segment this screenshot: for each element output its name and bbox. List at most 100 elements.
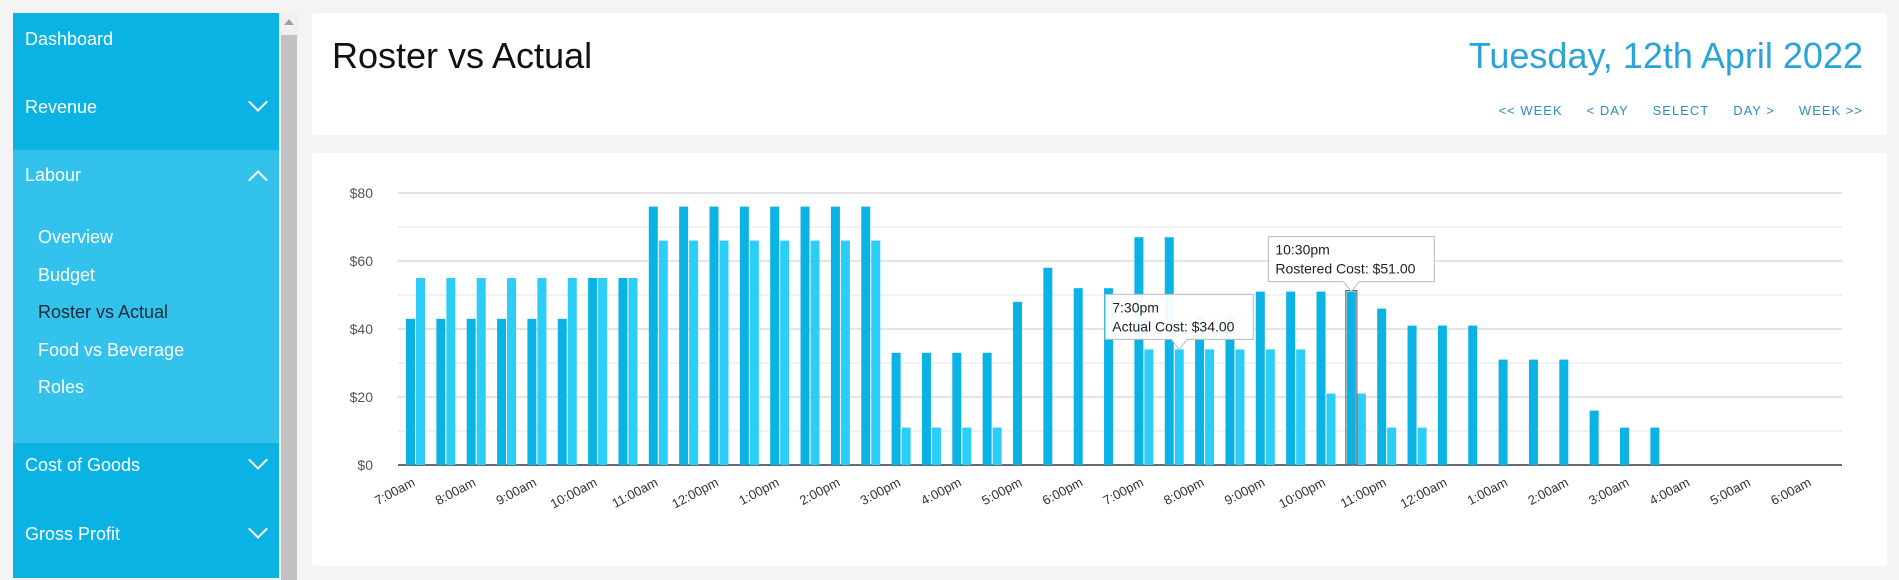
rostered-bar bbox=[891, 352, 901, 465]
actual-bar bbox=[598, 278, 608, 465]
rostered-bar bbox=[1134, 237, 1144, 465]
nav-dashboard-label: Dashboard bbox=[25, 29, 114, 49]
rostered-bar bbox=[618, 278, 628, 465]
actual-bar bbox=[719, 240, 729, 465]
tooltip-time: 10:30pm bbox=[1275, 242, 1329, 258]
actual-bar bbox=[1417, 427, 1427, 465]
nav-cost-of-goods[interactable]: Cost of Goods bbox=[13, 450, 279, 485]
actual-bar bbox=[931, 427, 941, 465]
x-tick-label: 11:00am bbox=[609, 474, 660, 511]
rostered-bar bbox=[1407, 325, 1417, 465]
x-tick-label: 1:00pm bbox=[736, 474, 781, 508]
rostered-bar bbox=[466, 318, 476, 465]
actual-bar bbox=[780, 240, 790, 465]
prev-day-link[interactable]: < DAY bbox=[1586, 103, 1629, 118]
y-tick-label: $20 bbox=[350, 389, 374, 405]
x-tick-label: 9:00pm bbox=[1222, 474, 1267, 508]
rostered-bar bbox=[436, 318, 446, 465]
x-tick-label: 12:00am bbox=[1398, 474, 1450, 511]
x-tick-label: 11:00pm bbox=[1338, 474, 1389, 511]
actual-bar bbox=[476, 278, 486, 465]
rostered-bar bbox=[1286, 291, 1296, 465]
sidebar-item-budget[interactable]: Budget bbox=[38, 265, 96, 285]
page-title: Roster vs Actual bbox=[332, 35, 593, 76]
rostered-bar bbox=[1225, 315, 1235, 465]
x-tick-label: 1:00am bbox=[1465, 474, 1510, 508]
next-week-link[interactable]: WEEK >> bbox=[1798, 103, 1863, 118]
x-tick-label: 10:00am bbox=[548, 474, 600, 511]
actual-bar bbox=[416, 278, 425, 465]
rostered-bar bbox=[1013, 301, 1022, 465]
labour-section: Labour Overview Budget Roster vs Actual … bbox=[13, 150, 279, 443]
actual-bar bbox=[1296, 349, 1306, 465]
x-tick-label: 5:00pm bbox=[979, 474, 1024, 508]
y-tick-label: $40 bbox=[350, 321, 374, 337]
rostered-bar bbox=[921, 352, 931, 465]
actual-bar bbox=[1356, 393, 1366, 465]
nav-dashboard[interactable]: Dashboard bbox=[13, 29, 279, 59]
rostered-bar bbox=[1043, 267, 1053, 465]
header-card: Roster vs Actual Tuesday, 12th April 202… bbox=[312, 13, 1887, 135]
tooltip-value: Actual Cost: $34.00 bbox=[1112, 318, 1234, 334]
actual-bar bbox=[507, 278, 517, 465]
actual-bar bbox=[1144, 349, 1154, 465]
select-date-link[interactable]: SELECT bbox=[1652, 103, 1710, 118]
rostered-bar bbox=[830, 206, 840, 465]
actual-bar bbox=[749, 240, 759, 465]
x-tick-label: 3:00am bbox=[1586, 474, 1631, 508]
roster-vs-actual-chart: $0$20$40$60$807:00am 8:00am 9:00am 10:00am 1… bbox=[350, 185, 1842, 511]
sidebar: Dashboard Revenue Labour Overview Budget… bbox=[13, 13, 279, 578]
nav-revenue-label: Revenue bbox=[25, 97, 98, 117]
date-navigation: << WEEK < DAY SELECT DAY > WEEK >> bbox=[1499, 103, 1863, 118]
actual-bar bbox=[537, 278, 547, 465]
rostered-bar bbox=[527, 318, 537, 465]
rostered-bar bbox=[709, 206, 719, 465]
nav-gross-profit[interactable]: Gross Profit bbox=[13, 519, 279, 554]
x-tick-label: 2:00am bbox=[1525, 474, 1570, 508]
rostered-bar bbox=[982, 352, 992, 465]
actual-bar bbox=[1326, 393, 1336, 465]
rostered-bar bbox=[770, 206, 780, 465]
x-tick-label: 6:00pm bbox=[1040, 474, 1085, 508]
date-display: Tuesday, 12th April 2022 bbox=[1468, 35, 1863, 76]
actual-bar bbox=[810, 240, 820, 465]
nav-labour[interactable]: Labour bbox=[13, 165, 279, 195]
x-tick-label: 5:00am bbox=[1707, 474, 1752, 508]
nav-cost-of-goods-label: Cost of Goods bbox=[25, 455, 141, 475]
sidebar-item-roles[interactable]: Roles bbox=[38, 377, 85, 397]
next-day-link[interactable]: DAY > bbox=[1733, 103, 1775, 118]
rostered-bar bbox=[1195, 315, 1205, 465]
rostered-bar bbox=[1559, 359, 1569, 465]
sidebar-scrollbar[interactable] bbox=[280, 13, 298, 580]
rostered-bar bbox=[679, 206, 689, 465]
x-tick-label: 7:00pm bbox=[1100, 474, 1145, 508]
actual-bar bbox=[1235, 349, 1245, 465]
sidebar-item-overview[interactable]: Overview bbox=[38, 227, 114, 247]
actual-bar bbox=[871, 240, 881, 465]
tooltip-rostered: 10:30pm Rostered Cost: $51.00 bbox=[1267, 236, 1435, 293]
tooltip-value: Rostered Cost: $51.00 bbox=[1275, 261, 1415, 277]
actual-bar bbox=[1174, 349, 1184, 465]
rostered-bar bbox=[1620, 427, 1629, 465]
rostered-bar bbox=[1650, 427, 1660, 465]
rostered-bar bbox=[1528, 359, 1538, 465]
rostered-bar bbox=[1346, 291, 1356, 465]
rostered-bar bbox=[1255, 291, 1265, 465]
rostered-bar bbox=[1073, 288, 1083, 465]
tooltip-box bbox=[1104, 293, 1254, 351]
sidebar-item-food-vs-beverage[interactable]: Food vs Beverage bbox=[38, 340, 185, 360]
y-tick-label: $60 bbox=[350, 253, 374, 269]
rostered-bar bbox=[861, 206, 871, 465]
actual-bar bbox=[1265, 349, 1275, 465]
actual-bar bbox=[689, 240, 699, 465]
scroll-up-arrow-icon[interactable] bbox=[284, 19, 294, 25]
rostered-bar bbox=[1104, 288, 1114, 465]
actual-bar bbox=[567, 278, 577, 465]
sidebar-item-roster-vs-actual[interactable]: Roster vs Actual bbox=[38, 302, 169, 322]
prev-week-link[interactable]: << WEEK bbox=[1498, 103, 1563, 118]
nav-revenue[interactable]: Revenue bbox=[13, 92, 279, 127]
x-tick-label: 3:00pm bbox=[858, 474, 903, 508]
actual-bar bbox=[446, 278, 456, 465]
rostered-bar bbox=[1437, 325, 1447, 465]
scroll-thumb[interactable] bbox=[281, 35, 297, 580]
